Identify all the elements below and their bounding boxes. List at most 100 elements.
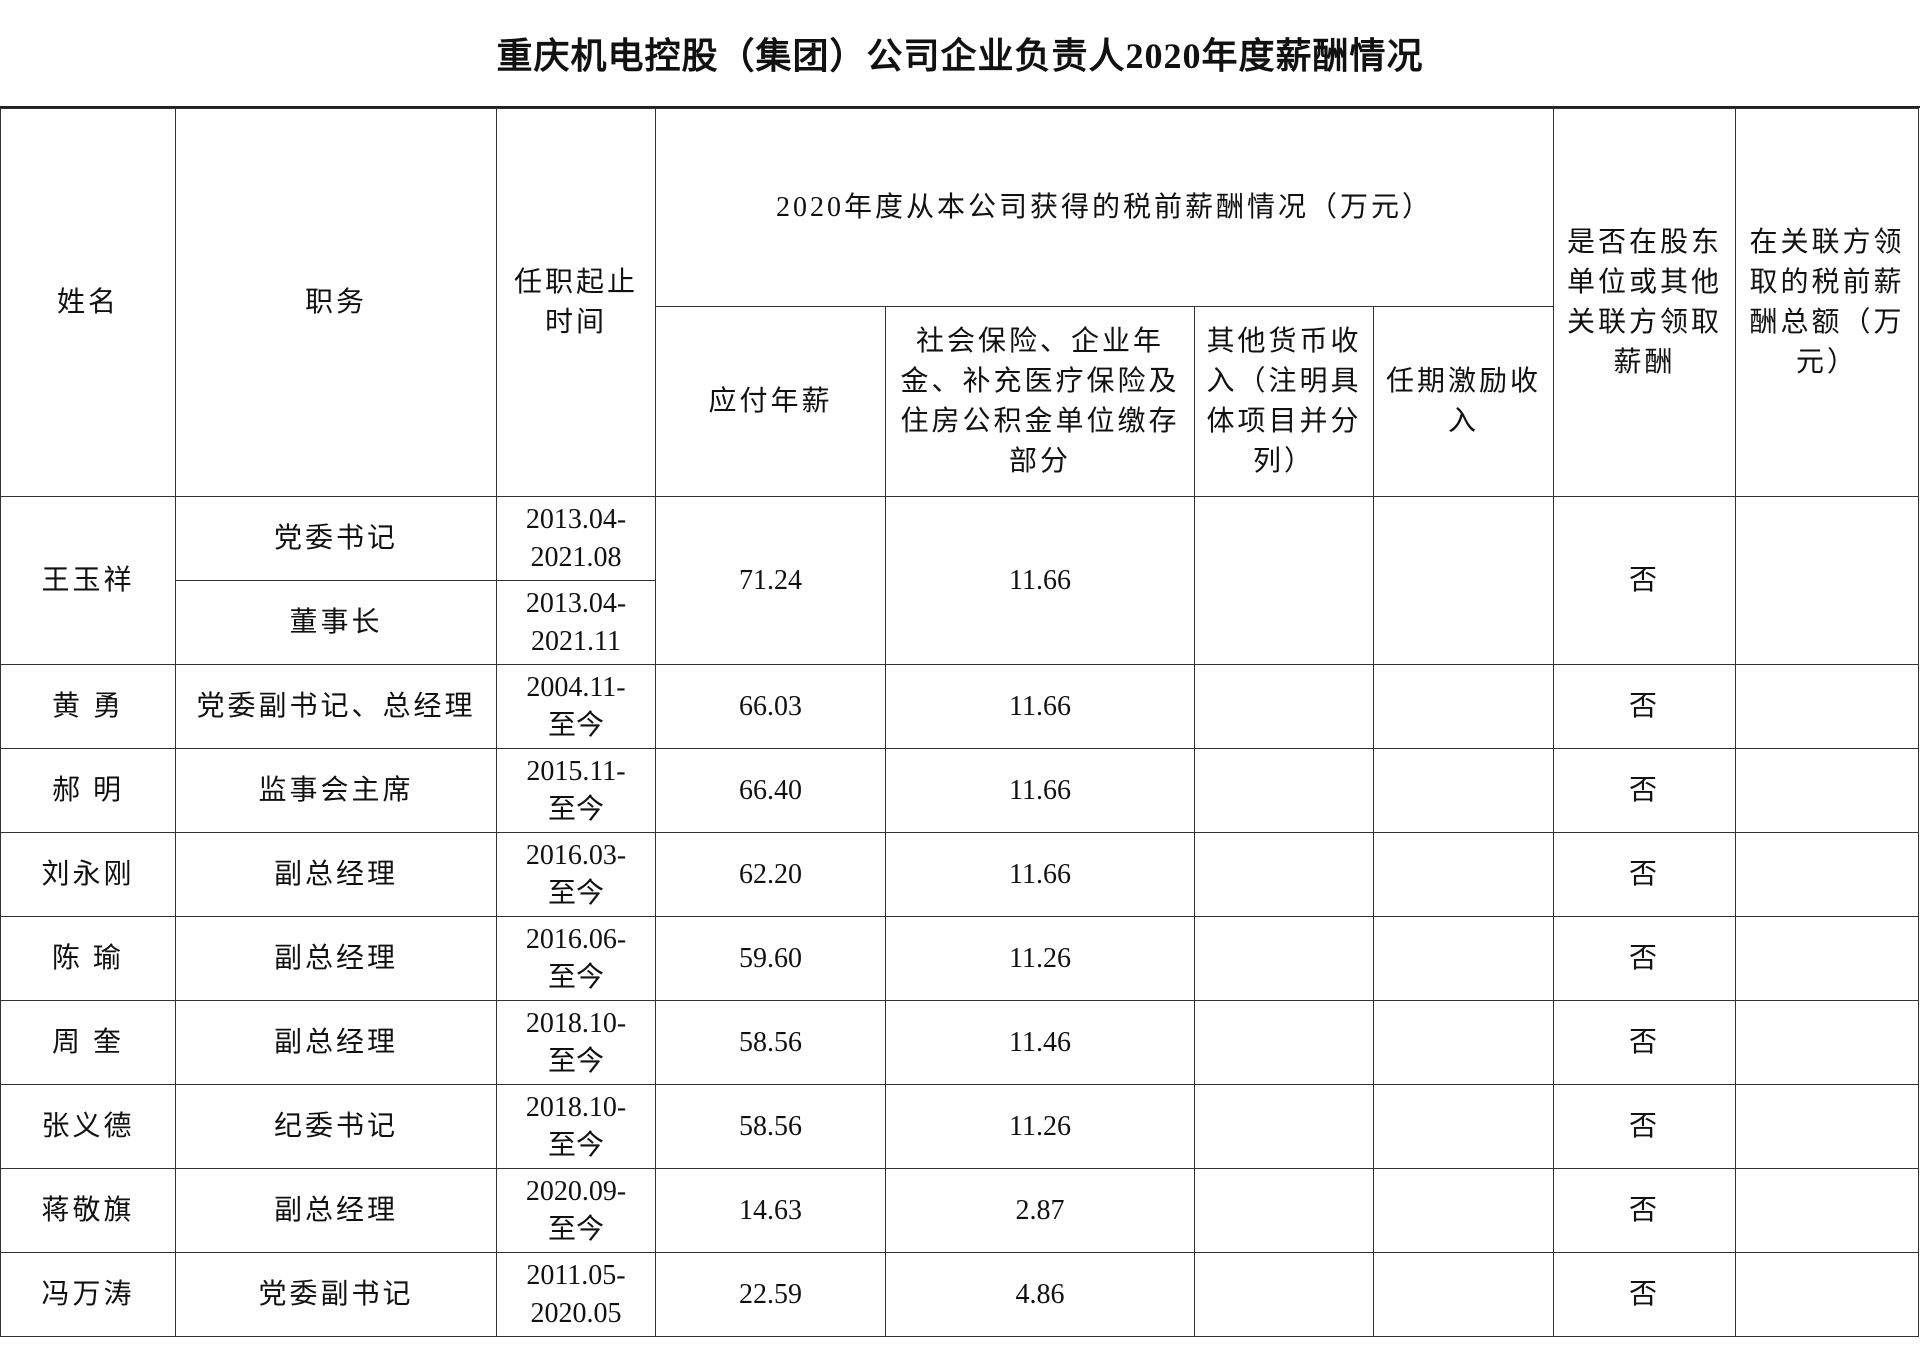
term-end: 2020.05 — [530, 1297, 622, 1329]
term-end: 至今 — [547, 709, 604, 741]
cell-other-income — [1194, 916, 1374, 1001]
cell-insurance: 11.66 — [885, 832, 1195, 917]
cell-incentive — [1372, 1084, 1555, 1169]
cell-position: 副总经理 — [175, 916, 497, 1001]
cell-name: 刘永刚 — [0, 832, 176, 917]
cell-other-income — [1194, 1084, 1374, 1169]
term-start: 2004.11- — [526, 671, 626, 703]
header-other-income: 其他货币收入（注明具体项目并分列） — [1194, 306, 1374, 497]
cell-insurance: 2.87 — [885, 1168, 1195, 1253]
table-row: 董事长 2013.04- 2021.11 — [1, 580, 1919, 665]
term-end: 至今 — [547, 1129, 604, 1161]
cell-term: 2016.06- 至今 — [496, 916, 656, 1001]
cell-related-total — [1735, 832, 1920, 917]
cell-incentive — [1372, 1252, 1555, 1337]
header-incentive: 任期激励收入 — [1372, 306, 1555, 497]
table-row: 张义德 纪委书记 2018.10- 至今 58.56 11.26 否 — [0, 1084, 1920, 1169]
cell-position: 纪委书记 — [175, 1084, 497, 1169]
cell-position: 副总经理 — [175, 832, 497, 917]
cell-position: 副总经理 — [175, 1000, 497, 1085]
cell-name: 黄 勇 — [0, 664, 176, 749]
cell-insurance: 11.46 — [885, 1000, 1195, 1085]
cell-other-income — [1194, 1168, 1374, 1253]
cell-term: 2015.11- 至今 — [496, 748, 656, 833]
cell-other-income — [1194, 1000, 1374, 1085]
cell-insurance: 11.26 — [885, 916, 1195, 1001]
cell-term: 2013.04- 2021.11 — [496, 580, 656, 665]
cell-incentive — [1372, 1168, 1555, 1253]
cell-insurance: 11.66 — [885, 664, 1195, 749]
cell-position: 党委副书记 — [175, 1252, 497, 1337]
cell-annual-pay: 58.56 — [655, 1084, 886, 1169]
cell-other-income — [1194, 496, 1374, 665]
header-insurance: 社会保险、企业年金、补充医疗保险及住房公积金单位缴存部分 — [885, 306, 1195, 497]
cell-related-total — [1735, 1000, 1920, 1085]
cell-annual-pay: 66.03 — [655, 664, 886, 749]
cell-incentive — [1372, 916, 1555, 1001]
cell-related-paid: 否 — [1553, 916, 1737, 1001]
cell-related-paid: 否 — [1553, 1000, 1737, 1085]
table-row: 刘永刚 副总经理 2016.03- 至今 62.20 11.66 否 — [0, 832, 1920, 917]
header-position: 职务 — [175, 108, 497, 497]
cell-annual-pay: 14.63 — [655, 1168, 886, 1253]
cell-other-income — [1194, 664, 1374, 749]
page-title: 重庆机电控股（集团）公司企业负责人2020年度薪酬情况 — [0, 0, 1920, 108]
cell-name: 王玉祥 — [0, 496, 176, 665]
cell-other-income — [1194, 1252, 1374, 1337]
table-row: 周 奎副总经理 2018.10- 至今 58.56 11.46 否 — [0, 1000, 1920, 1085]
header-name: 姓名 — [0, 108, 176, 497]
cell-annual-pay: 59.60 — [655, 916, 886, 1001]
cell-term: 2018.10- 至今 — [496, 1000, 656, 1085]
cell-annual-pay: 66.40 — [655, 748, 886, 833]
header-related-paid: 是否在股东单位或其他关联方领取薪酬 — [1553, 108, 1737, 497]
cell-name: 陈 瑜 — [0, 916, 176, 1001]
header-annual-pay: 应付年薪 — [655, 306, 886, 497]
term-start: 2011.05- — [526, 1259, 626, 1291]
term-end: 至今 — [547, 1045, 604, 1077]
term-start: 2015.11- — [526, 755, 626, 787]
cell-name: 郝 明 — [0, 748, 176, 833]
term-end: 2021.11 — [531, 625, 621, 657]
cell-insurance: 4.86 — [885, 1252, 1195, 1337]
cell-term: 2018.10- 至今 — [496, 1084, 656, 1169]
cell-incentive — [1372, 748, 1555, 833]
cell-related-paid: 否 — [1553, 832, 1737, 917]
cell-name: 蒋敬旗 — [0, 1168, 176, 1253]
term-end: 至今 — [547, 877, 604, 909]
term-end: 至今 — [547, 1213, 604, 1245]
cell-term: 2020.09- 至今 — [496, 1168, 656, 1253]
cell-annual-pay: 71.24 — [655, 496, 886, 665]
cell-incentive — [1372, 664, 1555, 749]
cell-position: 监事会主席 — [175, 748, 497, 833]
cell-term: 2016.03- 至今 — [496, 832, 656, 917]
cell-annual-pay: 22.59 — [655, 1252, 886, 1337]
header-term: 任职起止时间 — [496, 108, 656, 497]
term-end: 至今 — [547, 961, 604, 993]
cell-related-total — [1735, 664, 1920, 749]
term-start: 2013.04- — [525, 587, 627, 619]
term-start: 2018.10- — [525, 1007, 627, 1039]
cell-insurance: 11.66 — [885, 496, 1195, 665]
cell-term: 2011.05- 2020.05 — [496, 1252, 656, 1337]
table-row: 冯万涛 党委副书记 2011.05- 2020.05 22.59 4.86 否 — [0, 1252, 1920, 1337]
salary-table: 姓名 职务 任职起止时间 2020年度从本公司获得的税前薪酬情况（万元） 是否在… — [0, 108, 1920, 1337]
cell-related-paid: 否 — [1553, 1252, 1737, 1337]
cell-name: 周 奎 — [0, 1000, 176, 1085]
term-start: 2018.10- — [525, 1091, 627, 1123]
cell-related-paid: 否 — [1553, 1084, 1737, 1169]
cell-incentive — [1372, 1000, 1555, 1085]
cell-insurance: 11.66 — [885, 748, 1195, 833]
cell-related-total — [1735, 1168, 1920, 1253]
header-group: 2020年度从本公司获得的税前薪酬情况（万元） — [654, 108, 1555, 307]
cell-term: 2013.04- 2021.08 — [496, 496, 656, 581]
term-start: 2016.03- — [525, 839, 627, 871]
term-start: 2013.04- — [525, 503, 627, 535]
term-end: 2021.08 — [530, 541, 622, 573]
cell-term: 2004.11- 至今 — [496, 664, 656, 749]
cell-related-paid: 否 — [1553, 748, 1737, 833]
cell-related-total — [1735, 1252, 1920, 1337]
cell-position: 党委副书记、总经理 — [175, 664, 497, 749]
cell-related-total — [1735, 916, 1920, 1001]
table-row: 黄 勇党委副书记、总经理 2004.11- 至今 66.03 11.66 否 — [0, 664, 1920, 749]
cell-incentive — [1372, 496, 1555, 665]
